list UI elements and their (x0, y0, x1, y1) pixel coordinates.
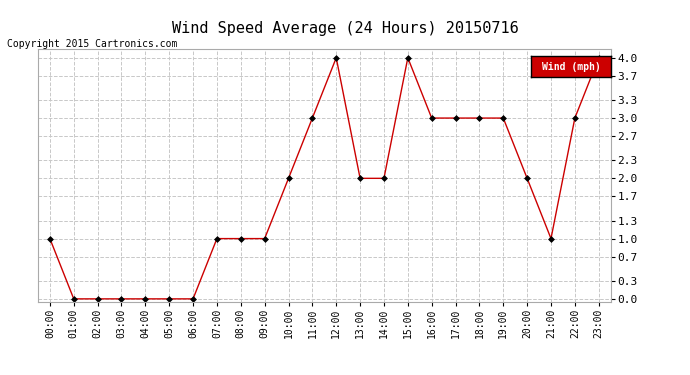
Text: Copyright 2015 Cartronics.com: Copyright 2015 Cartronics.com (7, 39, 177, 50)
Text: Wind (mph): Wind (mph) (542, 62, 600, 72)
Text: Wind Speed Average (24 Hours) 20150716: Wind Speed Average (24 Hours) 20150716 (172, 21, 518, 36)
